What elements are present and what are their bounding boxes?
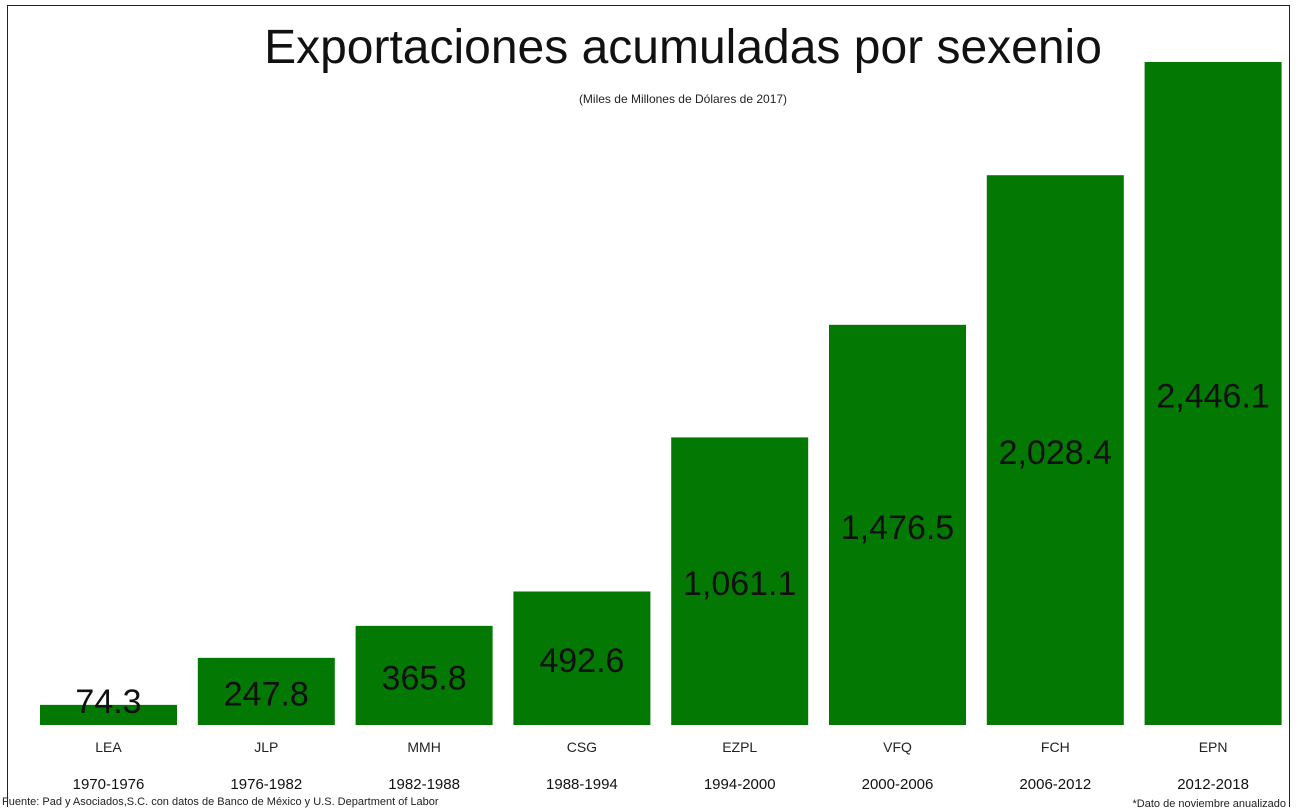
category-label: EZPL xyxy=(722,739,757,755)
period-label: 1994-2000 xyxy=(704,776,776,793)
period-label: 1976-1982 xyxy=(230,776,302,793)
footnote: *Dato de noviembre anualizado xyxy=(1132,798,1287,810)
bar-ezpl xyxy=(671,437,809,725)
period-label: 1970-1976 xyxy=(73,776,145,793)
data-label: 2,446.1 xyxy=(1156,378,1269,416)
bar-epn xyxy=(1144,62,1282,725)
period-label: 2000-2006 xyxy=(862,776,934,793)
bar-vfq xyxy=(829,324,966,725)
category-label: MMH xyxy=(407,739,440,755)
category-label: CSG xyxy=(567,739,597,755)
data-label: 74.3 xyxy=(75,683,141,721)
chart-frame xyxy=(7,5,1290,807)
bar-lea xyxy=(40,704,177,725)
period-label: 2012-2018 xyxy=(1177,776,1249,793)
bar-csg xyxy=(513,591,651,725)
data-label: 365.8 xyxy=(382,659,467,697)
bar-jlp xyxy=(197,657,335,725)
category-label: VFQ xyxy=(883,739,912,755)
source-note: Fuente: Pad y Asociados,S.C. con datos d… xyxy=(2,796,439,808)
category-label: EPN xyxy=(1199,739,1228,755)
data-label: 1,476.5 xyxy=(841,509,954,547)
category-label: FCH xyxy=(1041,739,1070,755)
period-label: 1982-1988 xyxy=(388,776,460,793)
bar-mmh xyxy=(355,625,493,725)
data-label: 492.6 xyxy=(539,642,624,680)
category-label: LEA xyxy=(95,739,122,755)
period-label: 1988-1994 xyxy=(546,776,618,793)
chart-subtitle: (Miles de Millones de Dólares de 2017) xyxy=(578,92,788,106)
category-label: JLP xyxy=(254,739,278,755)
data-label: 1,061.1 xyxy=(683,565,796,603)
period-label: 2006-2012 xyxy=(1019,776,1091,793)
data-label: 2,028.4 xyxy=(999,434,1112,472)
data-label: 247.8 xyxy=(224,675,309,713)
chart-title: Exportaciones acumuladas por sexenio xyxy=(264,21,1102,74)
bar-fch xyxy=(986,175,1124,725)
